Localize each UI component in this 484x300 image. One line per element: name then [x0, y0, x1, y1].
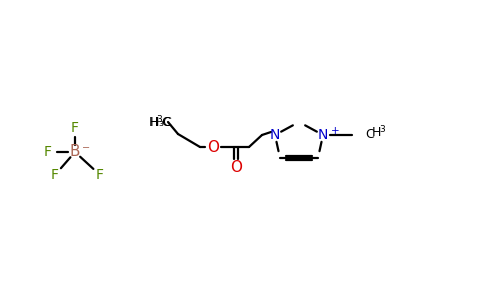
Text: F: F	[71, 121, 79, 135]
Text: C: C	[161, 116, 170, 128]
Text: H: H	[149, 116, 158, 128]
Text: C: C	[365, 128, 374, 142]
Text: +: +	[331, 126, 340, 136]
Text: O: O	[230, 160, 242, 175]
Text: −: −	[82, 143, 90, 153]
Text: 3: 3	[156, 115, 162, 124]
Text: 3: 3	[379, 125, 385, 134]
Text: ₃C: ₃C	[158, 116, 172, 128]
Text: F: F	[96, 168, 104, 182]
Text: B: B	[70, 145, 80, 160]
Text: O: O	[207, 140, 219, 154]
Text: H: H	[150, 116, 159, 128]
Text: N: N	[318, 128, 328, 142]
Text: H: H	[372, 125, 381, 139]
Text: F: F	[51, 168, 59, 182]
Text: N: N	[270, 128, 280, 142]
Text: F: F	[44, 145, 52, 159]
